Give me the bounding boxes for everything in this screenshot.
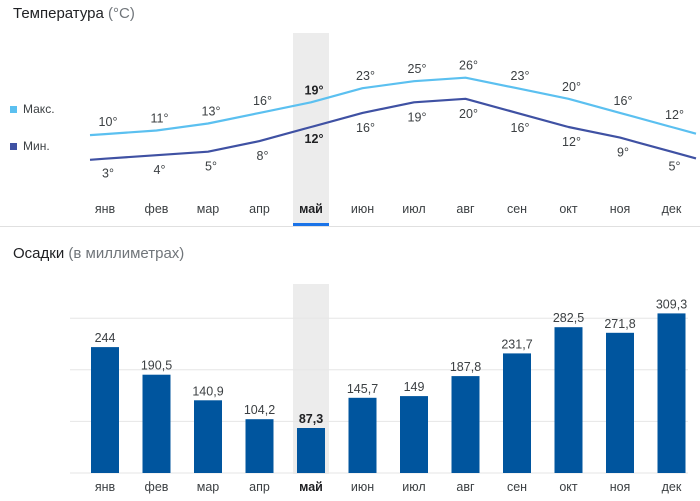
- precip-value-label-авг: 187,8: [450, 360, 481, 374]
- precip-month-label-ноя: ноя: [610, 480, 631, 494]
- precipitation-title: Осадки (в миллиметрах): [13, 245, 184, 262]
- precip-month-label-янв: янв: [95, 480, 116, 494]
- precip-value-label-мар: 140,9: [192, 384, 223, 398]
- temp-month-label-сен: сен: [507, 202, 527, 216]
- precip-month-label-фев: фев: [145, 480, 169, 494]
- precip-month-label-дек: дек: [662, 480, 682, 494]
- precip-bar-фев: [142, 374, 171, 473]
- precip-bar-июл: [400, 396, 428, 473]
- precip-month-label-сен: сен: [507, 480, 527, 494]
- min-temp-label-июн: 16°: [356, 121, 375, 135]
- temperature-title: Температура (°C): [13, 5, 135, 22]
- legend-min: Мин.: [10, 139, 50, 153]
- precip-value-label-фев: 190,5: [141, 359, 172, 373]
- section-divider: [0, 226, 700, 227]
- precip-value-label-сен: 231,7: [501, 337, 532, 351]
- legend-max-swatch: [10, 105, 17, 113]
- max-temp-label-сен: 23°: [511, 69, 530, 83]
- temp-month-label-дек: дек: [662, 202, 682, 216]
- temp-month-label-авг: авг: [456, 202, 475, 216]
- selected-month-indicator: [293, 223, 329, 226]
- precip-bar-окт: [554, 327, 583, 473]
- max-temperature-line: [89, 76, 697, 137]
- precip-value-label-апр: 104,2: [244, 403, 275, 417]
- precip-value-label-июн: 145,7: [347, 382, 378, 396]
- precip-value-label-май: 87,3: [299, 412, 323, 426]
- min-temperature-line: [89, 97, 697, 161]
- temp-month-label-май: май: [299, 202, 323, 216]
- max-temp-label-июн: 23°: [356, 69, 375, 83]
- precip-bar-ноя: [606, 332, 634, 473]
- precipitation-unit: (в миллиметрах): [68, 245, 185, 262]
- max-temp-label-май: 19°: [305, 83, 324, 97]
- min-temp-label-сен: 16°: [511, 121, 530, 135]
- max-temp-label-апр: 16°: [253, 94, 272, 108]
- min-temp-label-фев: 4°: [154, 163, 166, 177]
- precip-month-label-мар: мар: [197, 480, 220, 494]
- selected-month-highlight-temp: [293, 33, 329, 224]
- legend-max: Макс.: [10, 102, 55, 116]
- temp-month-label-июн: июн: [351, 202, 374, 216]
- precip-bar-сен: [503, 353, 531, 473]
- precip-value-label-ноя: 271,8: [604, 317, 635, 331]
- temp-month-label-мар: мар: [197, 202, 220, 216]
- max-temp-label-дек: 12°: [665, 108, 684, 122]
- temp-month-label-июл: июл: [402, 202, 425, 216]
- precip-bar-дек: [657, 313, 686, 473]
- precip-value-label-июл: 149: [404, 380, 425, 394]
- precip-bar-июн: [348, 397, 377, 473]
- min-temp-label-ноя: 9°: [617, 146, 629, 160]
- temp-month-label-фев: фев: [145, 202, 169, 216]
- precip-month-label-авг: авг: [456, 480, 475, 494]
- max-temp-label-ноя: 16°: [614, 94, 633, 108]
- max-temp-label-июл: 25°: [408, 62, 427, 76]
- max-temp-label-янв: 10°: [99, 115, 118, 129]
- temp-month-label-янв: янв: [95, 202, 116, 216]
- precip-bar-мар: [194, 400, 222, 473]
- min-temp-label-окт: 12°: [562, 135, 581, 149]
- precip-bar-авг: [451, 376, 480, 473]
- min-temp-label-дек: 5°: [669, 160, 681, 174]
- precip-value-label-дек: 309,3: [656, 297, 687, 311]
- legend-min-label: Мин.: [23, 139, 50, 153]
- max-temp-label-мар: 13°: [202, 104, 221, 118]
- temperature-unit: (°C): [108, 5, 135, 22]
- max-temp-label-фев: 11°: [151, 112, 169, 126]
- min-temp-label-мар: 5°: [205, 160, 217, 174]
- precip-value-label-янв: 244: [95, 331, 116, 345]
- precip-bar-май: [297, 428, 325, 473]
- min-temp-label-апр: 8°: [257, 149, 269, 163]
- precip-month-label-окт: окт: [559, 480, 578, 494]
- precip-month-label-апр: апр: [249, 480, 270, 494]
- min-temp-label-май: 12°: [305, 132, 324, 146]
- min-temp-label-янв: 3°: [102, 167, 114, 181]
- precip-bar-апр: [245, 419, 274, 473]
- max-temp-label-авг: 26°: [459, 59, 478, 73]
- temperature-title-text: Температура: [13, 5, 104, 22]
- min-temp-label-авг: 20°: [459, 107, 478, 121]
- temp-month-label-апр: апр: [249, 202, 270, 216]
- min-temp-label-июл: 19°: [408, 110, 427, 124]
- temp-month-label-ноя: ноя: [610, 202, 631, 216]
- precip-month-label-июн: июн: [351, 480, 374, 494]
- precipitation-title-text: Осадки: [13, 245, 65, 262]
- precip-month-label-май: май: [299, 480, 323, 494]
- max-temp-label-окт: 20°: [562, 80, 581, 94]
- legend-max-label: Макс.: [23, 102, 55, 116]
- precip-value-label-окт: 282,5: [553, 311, 584, 325]
- legend-min-swatch: [10, 142, 17, 150]
- precip-bar-янв: [91, 347, 119, 473]
- precip-month-label-июл: июл: [402, 480, 425, 494]
- temp-month-label-окт: окт: [559, 202, 578, 216]
